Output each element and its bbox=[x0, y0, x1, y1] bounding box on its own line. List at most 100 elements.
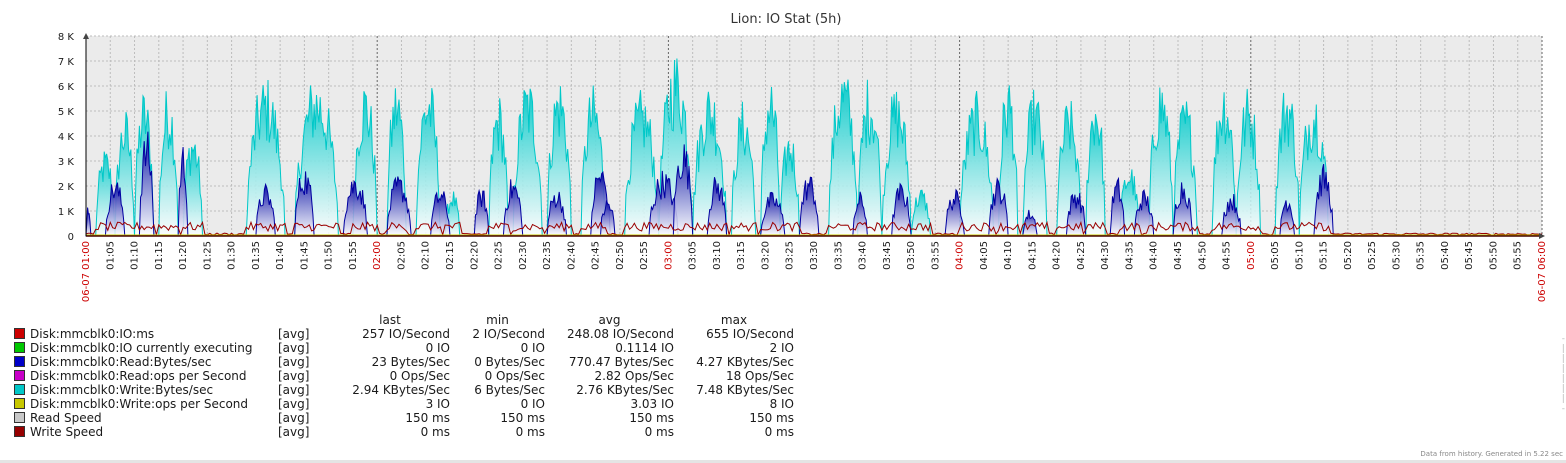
legend-swatch bbox=[14, 328, 25, 339]
y-tick-label: 0 bbox=[68, 232, 74, 243]
legend-swatch bbox=[14, 412, 25, 423]
x-tick-label: 01:50 bbox=[324, 241, 335, 270]
x-tick-label: 02:40 bbox=[566, 241, 577, 270]
x-tick-label: 02:55 bbox=[639, 241, 650, 270]
legend-name-text: Disk:mmcblk0:Read:Bytes/sec bbox=[30, 355, 212, 369]
legend-swatch bbox=[14, 398, 25, 409]
legend-avg: 2.76 KBytes/Sec bbox=[576, 383, 674, 397]
x-tick-label: 05:25 bbox=[1367, 241, 1378, 270]
x-tick-label: 05:10 bbox=[1294, 241, 1305, 270]
legend-header-last: last bbox=[379, 313, 401, 327]
legend-last: 150 ms bbox=[405, 411, 450, 425]
x-tick-label: 06-07 06:00 bbox=[1537, 241, 1548, 302]
x-tick-label: 04:50 bbox=[1197, 241, 1208, 270]
series-burst bbox=[1279, 200, 1296, 237]
legend-max: 2 IO bbox=[769, 341, 794, 355]
x-tick-label: 02:25 bbox=[494, 241, 505, 270]
series-burst bbox=[959, 91, 995, 237]
series-burst bbox=[1085, 114, 1106, 237]
x-tick-label: 02:20 bbox=[469, 241, 480, 270]
series-layer bbox=[85, 58, 1543, 237]
legend-row: Disk:mmcblk0:Write:Bytes/sec [avg] 2.94 KB… bbox=[14, 383, 794, 397]
y-tick-label: 4 K bbox=[58, 132, 75, 143]
legend-avg: 248.08 IO/Second bbox=[567, 327, 674, 341]
x-tick-label: 01:45 bbox=[299, 241, 310, 270]
legend-series-name: Read Speed bbox=[14, 411, 278, 425]
x-tick-label: 04:15 bbox=[1027, 241, 1038, 270]
x-tick-label: 05:40 bbox=[1440, 241, 1451, 270]
series-burst bbox=[502, 179, 524, 237]
legend-series-name: Disk:mmcblk0:IO:ms bbox=[14, 327, 278, 341]
legend-last: 3 IO bbox=[425, 397, 450, 411]
legend-max: 18 Ops/Sec bbox=[725, 369, 794, 383]
series-burst bbox=[138, 131, 155, 237]
series-burst bbox=[1022, 209, 1038, 237]
series-burst bbox=[177, 147, 189, 237]
x-axis-ticks: 06-07 01:00 01:05 01:10 01:15 01:20 01:25 01:3… bbox=[81, 241, 1548, 302]
x-tick-label: 06-07 01:00 bbox=[81, 241, 92, 302]
x-tick-label: 04:30 bbox=[1100, 241, 1111, 270]
legend-row: Disk:mmcblk0:Read:Bytes/sec [avg] 23 Bytes… bbox=[14, 355, 794, 369]
series-burst bbox=[245, 79, 286, 237]
legend-min: 0 ms bbox=[515, 425, 545, 439]
series-burst bbox=[342, 180, 369, 237]
x-tick-label: 05:05 bbox=[1270, 241, 1281, 270]
legend-series-name: Disk:mmcblk0:IO currently executing bbox=[14, 341, 278, 355]
legend-table: last min avg max Disk:mmcblk0:IO:ms [avg]… bbox=[14, 313, 794, 439]
series-burst bbox=[857, 79, 883, 237]
series-burst bbox=[473, 188, 490, 237]
legend-avg: 150 ms bbox=[629, 411, 674, 425]
x-tick-label: 04:10 bbox=[1003, 241, 1014, 270]
series-burst bbox=[599, 200, 616, 237]
legend-swatch bbox=[14, 342, 25, 353]
legend-min: 2 IO/Second bbox=[472, 327, 545, 341]
legend-last: 0 Ops/Sec bbox=[389, 369, 450, 383]
series-burst bbox=[1221, 193, 1242, 237]
legend-header-row: last min avg max bbox=[14, 313, 794, 327]
series-burst bbox=[1022, 89, 1048, 237]
y-tick-label: 6 K bbox=[58, 82, 75, 93]
legend-rows: Disk:mmcblk0:IO:ms [avg] 257 IO/Second 2 IO… bbox=[14, 327, 794, 439]
x-tick-label: 02:15 bbox=[445, 241, 456, 270]
legend-function: [avg] bbox=[278, 341, 310, 355]
x-tick-label: 01:05 bbox=[105, 241, 116, 270]
legend-name-text: Disk:mmcblk0:Write:ops per Second bbox=[30, 397, 249, 411]
legend-last: 23 Bytes/Sec bbox=[371, 355, 450, 369]
legend-function: [avg] bbox=[278, 327, 310, 341]
y-tick-label: 3 K bbox=[58, 157, 75, 168]
x-tick-label: 01:15 bbox=[154, 241, 165, 270]
series-burst bbox=[1313, 163, 1334, 237]
x-tick-label: 04:45 bbox=[1173, 241, 1184, 270]
legend-row: Read Speed [avg] 150 ms 150 ms 150 ms 150 ms bbox=[14, 411, 794, 425]
y-tick-label: 7 K bbox=[58, 57, 75, 68]
legend-series-name: Disk:mmcblk0:Write:ops per Second bbox=[14, 397, 278, 411]
x-tick-label: 01:25 bbox=[202, 241, 213, 270]
legend-avg: 0.1114 IO bbox=[615, 341, 674, 355]
series-burst bbox=[546, 191, 568, 237]
x-tick-label: 04:05 bbox=[979, 241, 990, 270]
legend-series-name: Disk:mmcblk0:Read:Bytes/sec bbox=[14, 355, 278, 369]
series-burst bbox=[386, 176, 412, 237]
legend-min: 150 ms bbox=[500, 411, 545, 425]
legend-row: Write Speed [avg] 0 ms 0 ms 0 ms 0 ms bbox=[14, 425, 794, 439]
series-burst bbox=[415, 88, 441, 237]
legend-avg: 3.03 IO bbox=[630, 397, 674, 411]
series-burst bbox=[158, 91, 179, 237]
legend-avg: 0 ms bbox=[644, 425, 674, 439]
x-tick-label: 01:10 bbox=[130, 241, 141, 270]
legend: last min avg max Disk:mmcblk0:IO:ms [avg]… bbox=[14, 313, 794, 439]
series-burst bbox=[730, 101, 757, 237]
legend-series-name: Write Speed bbox=[14, 425, 278, 439]
legend-function: [avg] bbox=[278, 355, 310, 369]
side-handle-icon: - | | | | | | - bbox=[1561, 334, 1565, 414]
legend-swatch bbox=[14, 384, 25, 395]
x-tick-label: 05:00 bbox=[1246, 241, 1257, 270]
x-tick-label: 02:05 bbox=[396, 241, 407, 270]
legend-swatch bbox=[14, 356, 25, 367]
x-axis-arrow-icon bbox=[1539, 233, 1545, 239]
series-burst bbox=[944, 188, 966, 237]
y-tick-label: 8 K bbox=[58, 32, 75, 43]
y-tick-label: 1 K bbox=[58, 207, 75, 218]
legend-row: Disk:mmcblk0:Write:ops per Second [avg] 3 … bbox=[14, 397, 794, 411]
legend-min: 0 IO bbox=[520, 341, 545, 355]
